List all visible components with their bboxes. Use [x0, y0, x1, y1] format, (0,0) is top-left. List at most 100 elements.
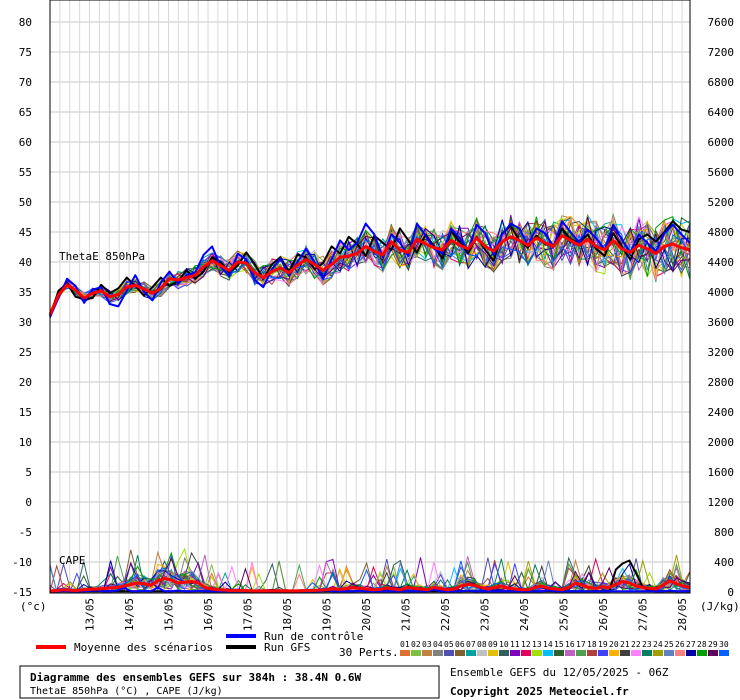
- pert-legend-number: 21: [620, 640, 630, 649]
- pert-legend-number: 26: [675, 640, 685, 649]
- pert-legend-swatch: [697, 650, 707, 656]
- pert-legend-swatch: [554, 650, 564, 656]
- pert-legend-swatch: [587, 650, 597, 656]
- info-run: Ensemble GEFS du 12/05/2025 - 06Z: [450, 666, 669, 679]
- left-tick-label: 65: [19, 106, 32, 119]
- pert-legend-number: 08: [477, 640, 487, 649]
- pert-legend-number: 11: [510, 640, 520, 649]
- pert-legend-swatch: [708, 650, 718, 656]
- left-tick-label: 15: [19, 406, 32, 419]
- pert-legend-number: 05: [444, 640, 454, 649]
- pert-legend-swatch: [609, 650, 619, 656]
- pert-legend-number: 12: [521, 640, 531, 649]
- left-tick-label: 30: [19, 316, 32, 329]
- right-tick-label: 0: [727, 586, 734, 599]
- pert-legend-swatch: [466, 650, 476, 656]
- right-tick-label: 2400: [708, 406, 735, 419]
- pert-legend-swatch: [543, 650, 553, 656]
- pert-legend-number: 07: [466, 640, 476, 649]
- right-tick-label: 4400: [708, 256, 735, 269]
- info-subtitle: ThetaE 850hPa (°C) , CAPE (J/kg): [30, 686, 223, 697]
- pert-legend-number: 24: [653, 640, 663, 649]
- pert-legend-swatch: [444, 650, 454, 656]
- pert-legend-swatch: [598, 650, 608, 656]
- pert-legend-number: 06: [455, 640, 465, 649]
- pert-legend-number: 27: [686, 640, 696, 649]
- left-tick-label: 10: [19, 436, 32, 449]
- x-tick-label: 27/05: [637, 598, 650, 631]
- right-axis-ticks: 0 400 800 1200 1600 2000 2400 2800 3200 3600 4000 4…: [708, 16, 735, 599]
- x-tick-label: 21/05: [400, 598, 413, 631]
- right-tick-label: 800: [714, 526, 734, 539]
- pert-legend-number: 19: [598, 640, 608, 649]
- pert-legend-swatch: [719, 650, 729, 656]
- x-tick-label: 16/05: [202, 598, 215, 631]
- legend-mean-label: Moyenne des scénarios: [74, 641, 213, 654]
- left-tick-label: 20: [19, 376, 32, 389]
- gfs_run-thetae-line: [49, 220, 691, 317]
- x-tick-label: 25/05: [558, 598, 571, 631]
- pert-legend-number: 10: [499, 640, 509, 649]
- left-tick-label: 40: [19, 256, 32, 269]
- pert-legend-number: 14: [543, 640, 553, 649]
- info-copyright: Copyright 2025 Meteociel.fr: [450, 685, 629, 698]
- pert-legend-swatch: [631, 650, 641, 656]
- pert-legend-swatch: [521, 650, 531, 656]
- info-box: [19, 665, 440, 699]
- control_run-cape-line: [50, 586, 690, 593]
- right-tick-label: 6000: [708, 136, 735, 149]
- ensemble_mean-cape-line: [49, 577, 691, 593]
- pert-legend-number: 18: [587, 640, 597, 649]
- x-tick-label: 18/05: [281, 598, 294, 631]
- left-axis-unit: (°c): [20, 600, 47, 613]
- pert-legend-swatch: [653, 650, 663, 656]
- chart-grid: [49, 0, 690, 593]
- x-tick-label: 17/05: [242, 598, 255, 631]
- pert-legend-number: 20: [609, 640, 619, 649]
- left-tick-label: 5: [25, 466, 32, 479]
- x-tick-label: 22/05: [439, 598, 452, 631]
- left-tick-label: 45: [19, 226, 32, 239]
- right-tick-label: 3600: [708, 316, 735, 329]
- pert-legend-number: 22: [631, 640, 641, 649]
- pert-legend-number: 03: [422, 640, 432, 649]
- right-tick-label: 400: [714, 556, 734, 569]
- x-tick-label: 24/05: [518, 598, 531, 631]
- pert-legend-number: 17: [576, 640, 586, 649]
- pert-legend-number: 15: [554, 640, 564, 649]
- pert-legend-swatch: [422, 650, 432, 656]
- left-tick-label: 50: [19, 196, 32, 209]
- pert-legend-swatch: [455, 650, 465, 656]
- right-tick-label: 7600: [708, 16, 735, 29]
- pert-legend-swatch: [510, 650, 520, 656]
- left-tick-label: 0: [25, 496, 32, 509]
- pert-legend-swatch: [664, 650, 674, 656]
- left-tick-label: 25: [19, 346, 32, 359]
- left-tick-label: -10: [12, 556, 32, 569]
- right-tick-label: 7200: [708, 46, 735, 59]
- cape-annotation: CAPE: [59, 554, 86, 567]
- right-tick-label: 5200: [708, 196, 735, 209]
- pert-legend-swatch: [576, 650, 586, 656]
- right-tick-label: 3200: [708, 346, 735, 359]
- pert-legend-number: 04: [433, 640, 443, 649]
- legend-perts-label: 30 Perts.: [339, 646, 399, 659]
- left-axis-ticks: -15 -10 -5 0 5 10 15 20 25 30 35 40 45 50 55 60 65 70 75 80: [12, 16, 32, 599]
- right-tick-label: 2000: [708, 436, 735, 449]
- x-axis-ticks: 13/05 14/05 15/05 16/05 17/05 18/05 19/05 20/05…: [84, 598, 690, 631]
- x-tick-label: 28/05: [676, 598, 689, 631]
- right-tick-label: 4800: [708, 226, 735, 239]
- right-tick-label: 6800: [708, 76, 735, 89]
- pert-legend-swatch: [411, 650, 421, 656]
- pert-legend-number: 23: [642, 640, 652, 649]
- pert-legend-swatch: [675, 650, 685, 656]
- right-tick-label: 2800: [708, 376, 735, 389]
- left-tick-label: 70: [19, 76, 32, 89]
- x-tick-label: 20/05: [360, 598, 373, 631]
- right-tick-label: 4000: [708, 286, 735, 299]
- ensemble_mean-thetae-line: [48, 234, 691, 316]
- pert-legend-swatch: [532, 650, 542, 656]
- right-axis-unit: (J/kg): [700, 600, 740, 613]
- perturbation-legend: 01 02 03 04 05 06 07 08 09 10 11 12 13 14 15 16 17 18 19 20…: [400, 640, 729, 656]
- pert-legend-number: 30: [719, 640, 729, 649]
